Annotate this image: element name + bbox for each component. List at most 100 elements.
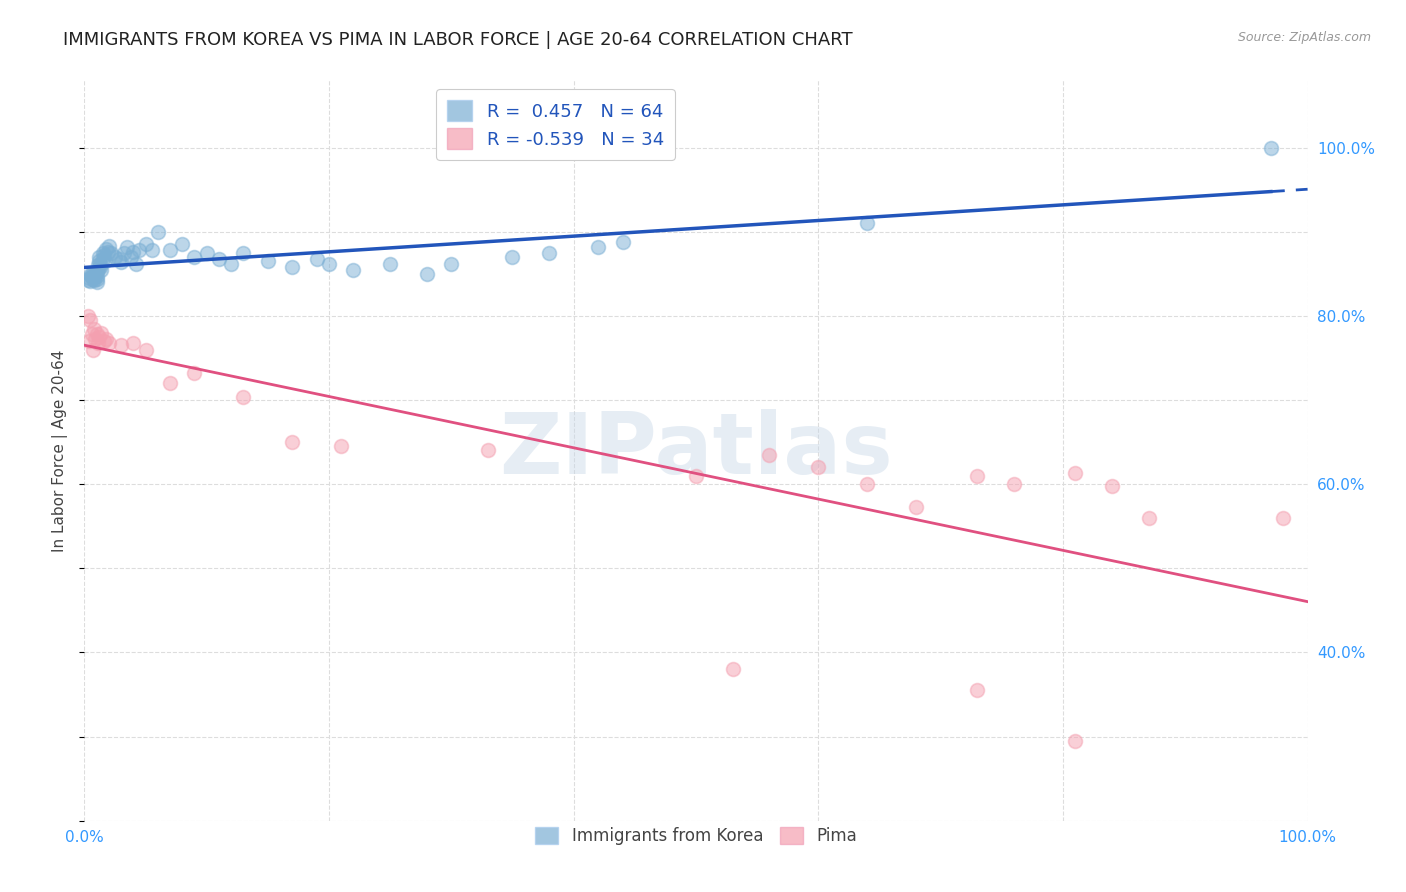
Point: [90, 326, 112, 340]
Point: [125, 257, 148, 271]
Point: [79, 268, 101, 283]
Point: [107, 252, 129, 266]
Point: [135, 343, 157, 357]
Point: [120, 250, 142, 264]
Point: [87, 261, 110, 276]
Point: [141, 244, 163, 258]
Point: [77, 273, 100, 287]
Point: [91, 252, 114, 266]
Y-axis label: In Labor Force | Age 20-64: In Labor Force | Age 20-64: [52, 350, 69, 551]
Point: [208, 252, 231, 266]
Point: [380, 257, 402, 271]
Point: [83, 322, 105, 336]
Point: [86, 269, 108, 284]
Point: [416, 267, 439, 281]
Point: [122, 244, 145, 259]
Point: [135, 237, 157, 252]
Legend: Immigrants from Korea, Pima: Immigrants from Korea, Pima: [526, 818, 866, 853]
Point: [86, 272, 108, 286]
Point: [86, 275, 108, 289]
Point: [87, 254, 110, 268]
Point: [97, 244, 120, 259]
Point: [82, 272, 104, 286]
Point: [1272, 510, 1295, 524]
Point: [97, 239, 120, 253]
Point: [79, 273, 101, 287]
Point: [905, 500, 928, 514]
Point: [305, 252, 328, 266]
Point: [83, 268, 105, 282]
Point: [612, 235, 634, 249]
Point: [87, 330, 110, 344]
Point: [80, 269, 103, 284]
Point: [232, 391, 254, 405]
Point: [93, 334, 115, 348]
Point: [90, 262, 112, 277]
Point: [87, 259, 110, 273]
Text: ZIPatlas: ZIPatlas: [499, 409, 893, 492]
Point: [122, 335, 145, 350]
Point: [1064, 733, 1087, 747]
Point: [159, 376, 181, 391]
Point: [115, 240, 138, 254]
Point: [1137, 510, 1160, 524]
Point: [84, 267, 107, 281]
Point: [84, 332, 107, 346]
Point: [281, 435, 304, 450]
Point: [97, 335, 120, 350]
Point: [281, 260, 304, 274]
Point: [94, 254, 117, 268]
Point: [87, 250, 110, 264]
Point: [330, 439, 353, 453]
Point: [128, 244, 150, 258]
Point: [82, 343, 104, 357]
Point: [172, 237, 194, 252]
Point: [195, 245, 218, 260]
Point: [77, 309, 100, 323]
Point: [183, 250, 205, 264]
Point: [342, 262, 364, 277]
Point: [91, 245, 114, 260]
Point: [82, 270, 104, 285]
Point: [146, 225, 169, 239]
Text: IMMIGRANTS FROM KOREA VS PIMA IN LABOR FORCE | AGE 20-64 CORRELATION CHART: IMMIGRANTS FROM KOREA VS PIMA IN LABOR F…: [63, 31, 853, 49]
Point: [1260, 140, 1282, 154]
Point: [89, 260, 111, 274]
Point: [93, 248, 115, 262]
Point: [1101, 479, 1123, 493]
Text: Source: ZipAtlas.com: Source: ZipAtlas.com: [1237, 31, 1371, 45]
Point: [80, 327, 103, 342]
Point: [502, 250, 524, 264]
Point: [232, 245, 254, 260]
Point: [100, 245, 122, 260]
Point: [219, 257, 242, 271]
Point: [685, 468, 707, 483]
Point: [87, 335, 110, 350]
Point: [1002, 477, 1025, 491]
Point: [318, 257, 340, 271]
Point: [966, 683, 988, 698]
Point: [856, 477, 879, 491]
Point: [77, 334, 100, 348]
Point: [86, 264, 108, 278]
Point: [257, 254, 280, 268]
Point: [1064, 466, 1087, 480]
Point: [86, 327, 108, 342]
Point: [110, 255, 132, 269]
Point: [104, 250, 127, 264]
Point: [807, 460, 830, 475]
Point: [84, 269, 107, 284]
Point: [96, 242, 118, 256]
Point: [856, 216, 879, 230]
Point: [80, 267, 103, 281]
Point: [440, 257, 463, 271]
Point: [538, 245, 561, 260]
Point: [966, 468, 988, 483]
Point: [96, 332, 118, 346]
Point: [83, 273, 105, 287]
Point: [79, 313, 101, 327]
Point: [89, 257, 111, 271]
Point: [721, 662, 744, 676]
Point: [110, 338, 132, 352]
Point: [183, 366, 205, 380]
